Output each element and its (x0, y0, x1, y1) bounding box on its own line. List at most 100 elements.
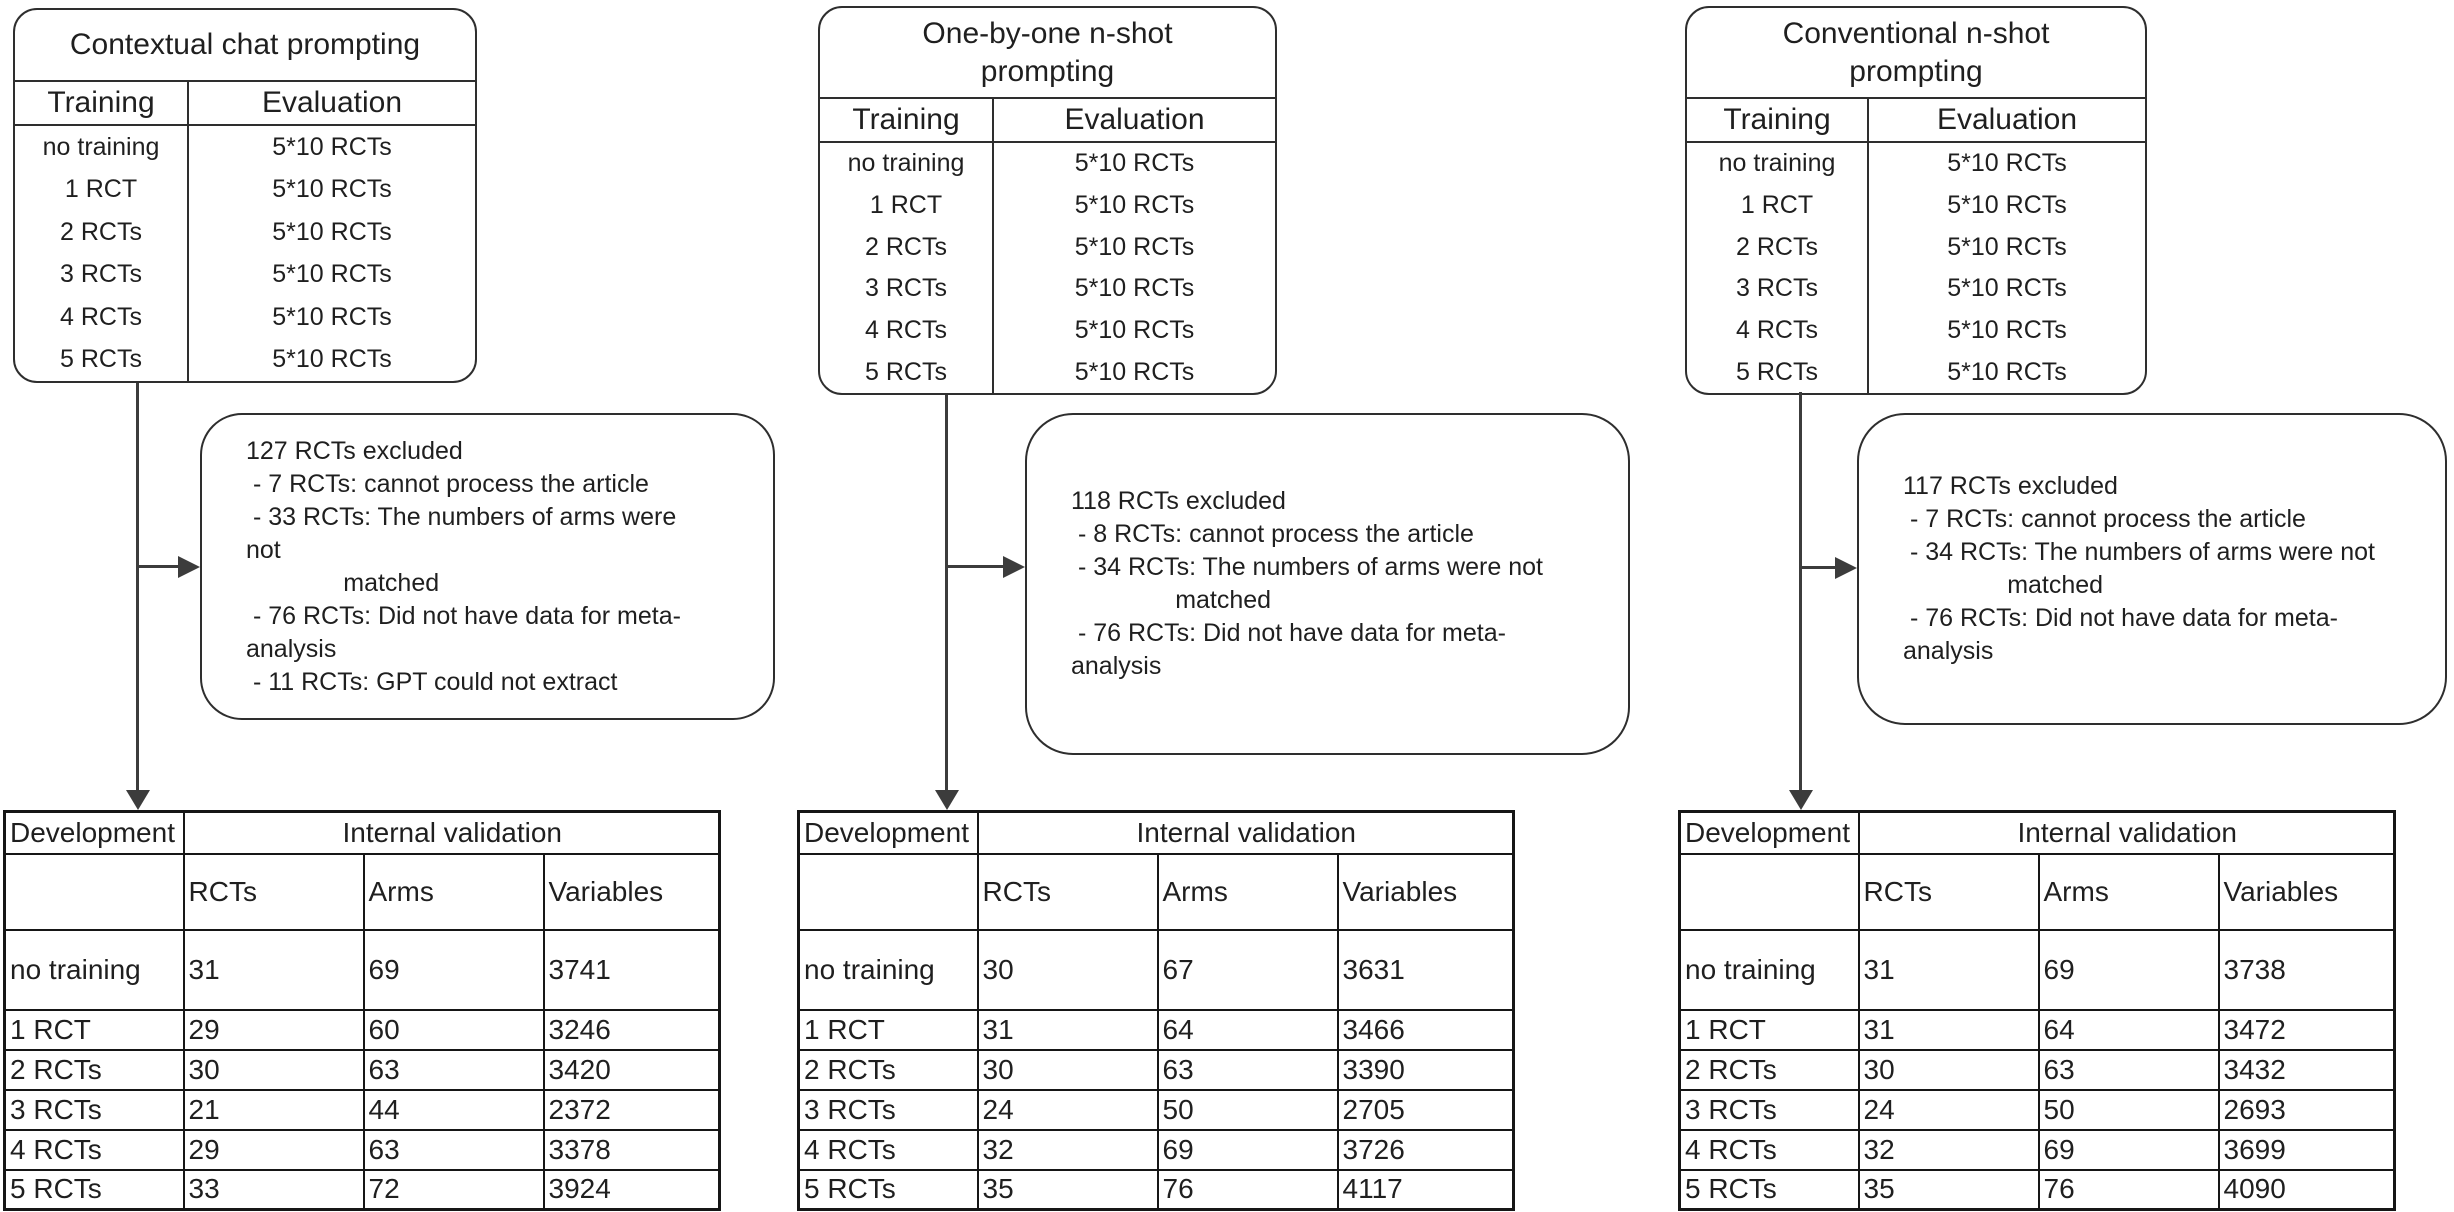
validation-header-cell: Internal validation (182, 810, 721, 855)
data-cell: 63 (362, 1048, 545, 1091)
row-label-cell: no training (3, 928, 185, 1011)
table-row: Development Internal validation (1678, 810, 2396, 855)
table-row: RCTs Arms Variables (1678, 852, 2396, 931)
data-cell: 44 (362, 1088, 545, 1131)
data-cell: 5*10 RCTs (992, 143, 1275, 185)
table-row: 1 RCT 29 60 3246 (3, 1008, 721, 1051)
data-cell: 29 (182, 1128, 365, 1171)
data-cell: 5 RCTs (1736, 357, 1818, 386)
training-evaluation-grid: Training Evaluation no training 5*10 RCT… (15, 82, 475, 381)
col-header-cell: Arms (1156, 852, 1339, 931)
data-cell: 3378 (542, 1128, 721, 1171)
data-cell: 76 (2037, 1168, 2220, 1211)
data-cell: 31 (182, 928, 365, 1011)
row-label-cell: 5 RCTs (3, 1168, 185, 1211)
data-cell: no training (42, 132, 160, 161)
exclusion-text: 118 RCTs excluded - 8 RCTs: cannot proce… (1071, 487, 1543, 680)
header-cell: Training (1687, 99, 1867, 143)
data-cell: 3924 (542, 1168, 721, 1211)
data-cell: 5*10 RCTs (992, 268, 1275, 310)
empty-cell (797, 852, 979, 931)
validation-table-one-by-one: Development Internal validation RCTs Arm… (797, 810, 1516, 1211)
data-cell: 4 RCTs (865, 315, 947, 344)
col-header-cell: RCTs (1857, 852, 2040, 931)
right-arrow-icon (178, 556, 200, 578)
header-cell: Evaluation (992, 99, 1275, 143)
table-row: 5 RCTs 33 72 3924 (3, 1168, 721, 1211)
data-cell: 5*10 RCTs (1867, 309, 2145, 352)
data-cell: 69 (1156, 1128, 1339, 1171)
header-cell: Evaluation (1867, 99, 2145, 143)
empty-cell (3, 852, 185, 931)
data-cell: 50 (1156, 1088, 1339, 1131)
right-arrow-icon (1835, 557, 1857, 579)
data-cell: 2693 (2217, 1088, 2396, 1131)
data-cell: 5*10 RCTs (187, 168, 475, 211)
row-label-cell: 1 RCT (3, 1008, 185, 1051)
data-cell: 3738 (2217, 928, 2396, 1011)
exclusion-box: 117 RCTs excluded - 7 RCTs: cannot proce… (1857, 413, 2447, 725)
empty-cell (1678, 852, 1860, 931)
training-evaluation-grid: Training Evaluation no training 5*10 RCT… (1687, 99, 2145, 393)
data-cell: 3 RCTs (1736, 274, 1818, 303)
data-cell: 33 (182, 1168, 365, 1211)
col-header-cell: Arms (362, 852, 545, 931)
data-cell: 2705 (1336, 1088, 1515, 1131)
col-header-cell: Variables (2217, 852, 2396, 931)
data-cell: 3432 (2217, 1048, 2396, 1091)
data-cell: 5*10 RCTs (1867, 143, 2145, 185)
data-cell: 1 RCT (64, 175, 138, 204)
data-cell: 35 (976, 1168, 1159, 1211)
data-cell: 3631 (1336, 928, 1515, 1011)
data-cell: 69 (362, 928, 545, 1011)
row-label-cell: 2 RCTs (1678, 1048, 1860, 1091)
row-label-cell: 2 RCTs (797, 1048, 979, 1091)
table-row: 2 RCTs 30 63 3390 (797, 1048, 1515, 1091)
row-label-cell: 2 RCTs (3, 1048, 185, 1091)
data-cell: 30 (182, 1048, 365, 1091)
data-cell: 76 (1156, 1168, 1339, 1211)
data-cell: 5*10 RCTs (1867, 268, 2145, 310)
data-cell: 31 (1857, 928, 2040, 1011)
data-cell: 5*10 RCTs (992, 226, 1275, 268)
data-cell: 3390 (1336, 1048, 1515, 1091)
validation-table-contextual: Development Internal validation RCTs Arm… (3, 810, 722, 1211)
data-cell: 64 (2037, 1008, 2220, 1051)
data-cell: 5*10 RCTs (187, 253, 475, 296)
header-cell: Evaluation (187, 82, 475, 126)
data-cell: 5*10 RCTs (992, 184, 1275, 227)
col-header-cell: RCTs (182, 852, 365, 931)
down-connector-line (1799, 392, 1802, 790)
row-label-cell: 5 RCTs (797, 1168, 979, 1211)
data-cell: 5*10 RCTs (187, 296, 475, 339)
data-cell: 63 (1156, 1048, 1339, 1091)
column-title: Contextual chat prompting (15, 10, 475, 82)
data-cell: 21 (182, 1088, 365, 1131)
data-cell: 4090 (2217, 1168, 2396, 1211)
data-cell: 50 (2037, 1088, 2220, 1131)
down-connector-line (136, 383, 139, 790)
data-cell: 5*10 RCTs (992, 351, 1275, 393)
data-cell: 1 RCT (1740, 190, 1814, 219)
col-header-cell: Variables (1336, 852, 1515, 931)
data-cell: 69 (2037, 928, 2220, 1011)
data-cell: 31 (1857, 1008, 2040, 1051)
data-cell: 5 RCTs (60, 345, 142, 374)
row-label-cell: 3 RCTs (1678, 1088, 1860, 1131)
row-label-cell: 4 RCTs (1678, 1128, 1860, 1171)
dev-header-cell: Development (1678, 810, 1860, 855)
dev-header-cell: Development (3, 810, 185, 855)
data-cell: 4117 (1336, 1168, 1515, 1211)
data-cell: 3472 (2217, 1008, 2396, 1051)
exclusion-box: 127 RCTs excluded - 7 RCTs: cannot proce… (200, 413, 775, 720)
training-evaluation-table-contextual: Contextual chat prompting Training Evalu… (13, 8, 477, 383)
data-cell: 3 RCTs (60, 260, 142, 289)
table-row: 5 RCTs 35 76 4117 (797, 1168, 1515, 1211)
data-cell: no training (847, 149, 965, 178)
row-label-cell: 4 RCTs (3, 1128, 185, 1171)
data-cell: 2372 (542, 1088, 721, 1131)
table-row: 3 RCTs 21 44 2372 (3, 1088, 721, 1131)
data-cell: 30 (976, 928, 1159, 1011)
header-cell: Training (820, 99, 992, 143)
data-cell: 72 (362, 1168, 545, 1211)
